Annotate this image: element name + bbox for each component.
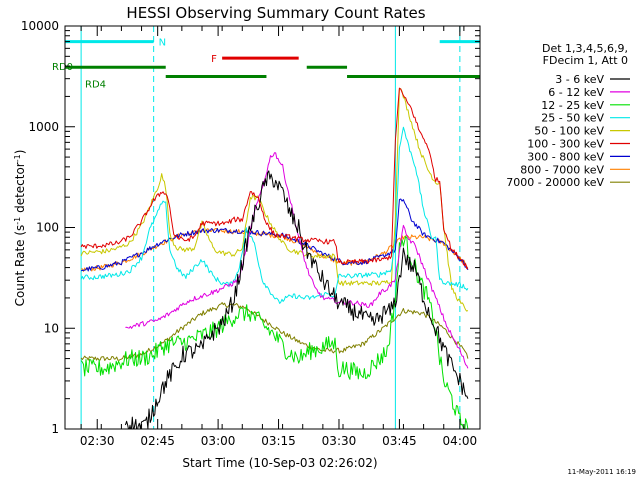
chart-title: HESSI Observing Summary Count Rates [126, 4, 425, 22]
timestamp: 11-May-2011 16:19 [567, 468, 636, 476]
state-bar-label: F [211, 54, 217, 65]
legend-label: 3 - 6 keV [555, 73, 604, 86]
series-12-25-kev [80, 235, 469, 429]
state-bar-label: N [159, 38, 166, 49]
series-6-12-kev [125, 152, 469, 369]
state-bar-f: F [211, 54, 299, 65]
legend-entry: 7000 - 20000 keV [506, 176, 630, 189]
state-bar-label: RD0 [52, 62, 73, 73]
legend-entry: 300 - 800 keV [527, 150, 630, 163]
legend-entry: 25 - 50 keV [541, 112, 630, 125]
series-layer [80, 87, 469, 429]
legend-entry: 100 - 300 keV [527, 138, 630, 151]
legend-header-line: FDecim 1, Att 0 [543, 54, 628, 67]
series-3-6-kev [124, 170, 469, 429]
y-tick-label: 10 [44, 321, 59, 335]
legend-label: 25 - 50 keV [541, 112, 604, 125]
state-bar-rd0: RD0 [52, 62, 348, 73]
legend-entry: 800 - 7000 keV [520, 163, 630, 176]
y-tick-label: 10000 [21, 19, 59, 33]
legend-label: 100 - 300 keV [527, 138, 604, 151]
y-tick-label: 100 [36, 221, 59, 235]
x-tick-label: 02:45 [140, 434, 175, 448]
y-tick-label: 1000 [28, 120, 59, 134]
series-12-25-kev-line [80, 235, 469, 429]
x-tick-label: 02:30 [80, 434, 115, 448]
series-300-800-kev [81, 198, 469, 272]
series-7000-20000-kev [80, 302, 469, 361]
state-bar-n: N [65, 38, 480, 49]
x-tick-label: 03:00 [201, 434, 236, 448]
x-tick-label: 03:30 [322, 434, 357, 448]
series-25-50-kev [80, 126, 469, 304]
legend-label: 300 - 800 keV [527, 150, 604, 163]
x-tick-label: 04:00 [443, 434, 478, 448]
x-axis: 02:30 02:45 03:00 03:15 03:30 03:45 04:00 [80, 26, 477, 448]
x-tick-label: 03:45 [382, 434, 417, 448]
state-bars: N F RD0 RD4 [52, 38, 480, 91]
legend-label: 7000 - 20000 keV [506, 176, 604, 189]
legend-entry: 50 - 100 keV [534, 125, 630, 138]
legend-entry: 3 - 6 keV [555, 73, 630, 86]
series-100-300-kev [80, 87, 469, 270]
legend-label: 800 - 7000 keV [520, 163, 604, 176]
legend-label: 50 - 100 keV [534, 125, 604, 138]
y-axis-label: Count Rate (s-1 detector-1) [13, 150, 27, 307]
y-tick-label: 1 [51, 422, 59, 436]
series-800-7000-kev-line [80, 228, 469, 272]
series-6-12-kev-line [125, 152, 469, 369]
series-100-300-kev-line [80, 87, 469, 270]
x-tick-label: 03:15 [261, 434, 296, 448]
series-300-800-kev-line [81, 198, 469, 272]
legend-label: 6 - 12 keV [548, 86, 604, 99]
x-axis-label: Start Time (10-Sep-03 02:26:02) [182, 456, 377, 470]
state-bar-label: RD4 [85, 80, 106, 91]
series-25-50-kev-line [80, 126, 469, 304]
y-axis: 1 10 100 1000 10000 [21, 19, 480, 436]
legend: Det 1,3,4,5,6,9,FDecim 1, Att 0 3 - 6 keV… [506, 42, 630, 189]
legend-label: 12 - 25 keV [541, 99, 604, 112]
series-50-100-kev [80, 88, 469, 312]
series-3-6-kev-line [124, 170, 469, 429]
legend-entry: 6 - 12 keV [548, 86, 630, 99]
state-bar-rd4: RD4 [85, 75, 480, 91]
series-800-7000-kev [80, 228, 469, 272]
legend-header-line: Det 1,3,4,5,6,9, [542, 42, 628, 55]
legend-entry: 12 - 25 keV [541, 99, 630, 112]
series-7000-20000-kev-line [80, 302, 469, 361]
series-50-100-kev-line [80, 88, 469, 312]
